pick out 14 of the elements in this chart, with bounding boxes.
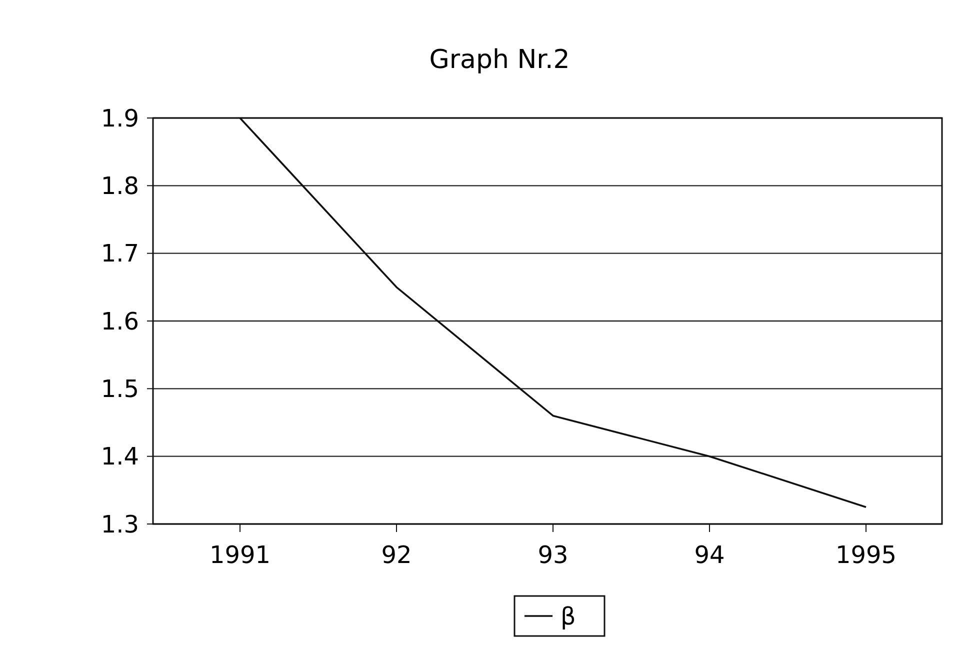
y-tick-label: 1.6 — [100, 307, 139, 336]
legend-label: β — [560, 602, 576, 630]
y-tick-label: 1.7 — [100, 240, 139, 268]
x-tick-label: 1991 — [209, 541, 271, 570]
y-tick-label: 1.4 — [100, 442, 139, 471]
y-tick-label: 1.9 — [100, 104, 139, 132]
x-tick-label: 93 — [538, 541, 568, 570]
x-tick-label: 94 — [694, 541, 725, 570]
x-tick-label: 92 — [381, 541, 412, 570]
x-tick-label: 1995 — [835, 541, 897, 570]
y-tick-label: 1.5 — [100, 375, 139, 404]
y-tick-label: 1.3 — [100, 510, 139, 538]
chart-title: Graph Nr.2 — [429, 45, 570, 75]
y-tick-label: 1.8 — [100, 172, 139, 200]
